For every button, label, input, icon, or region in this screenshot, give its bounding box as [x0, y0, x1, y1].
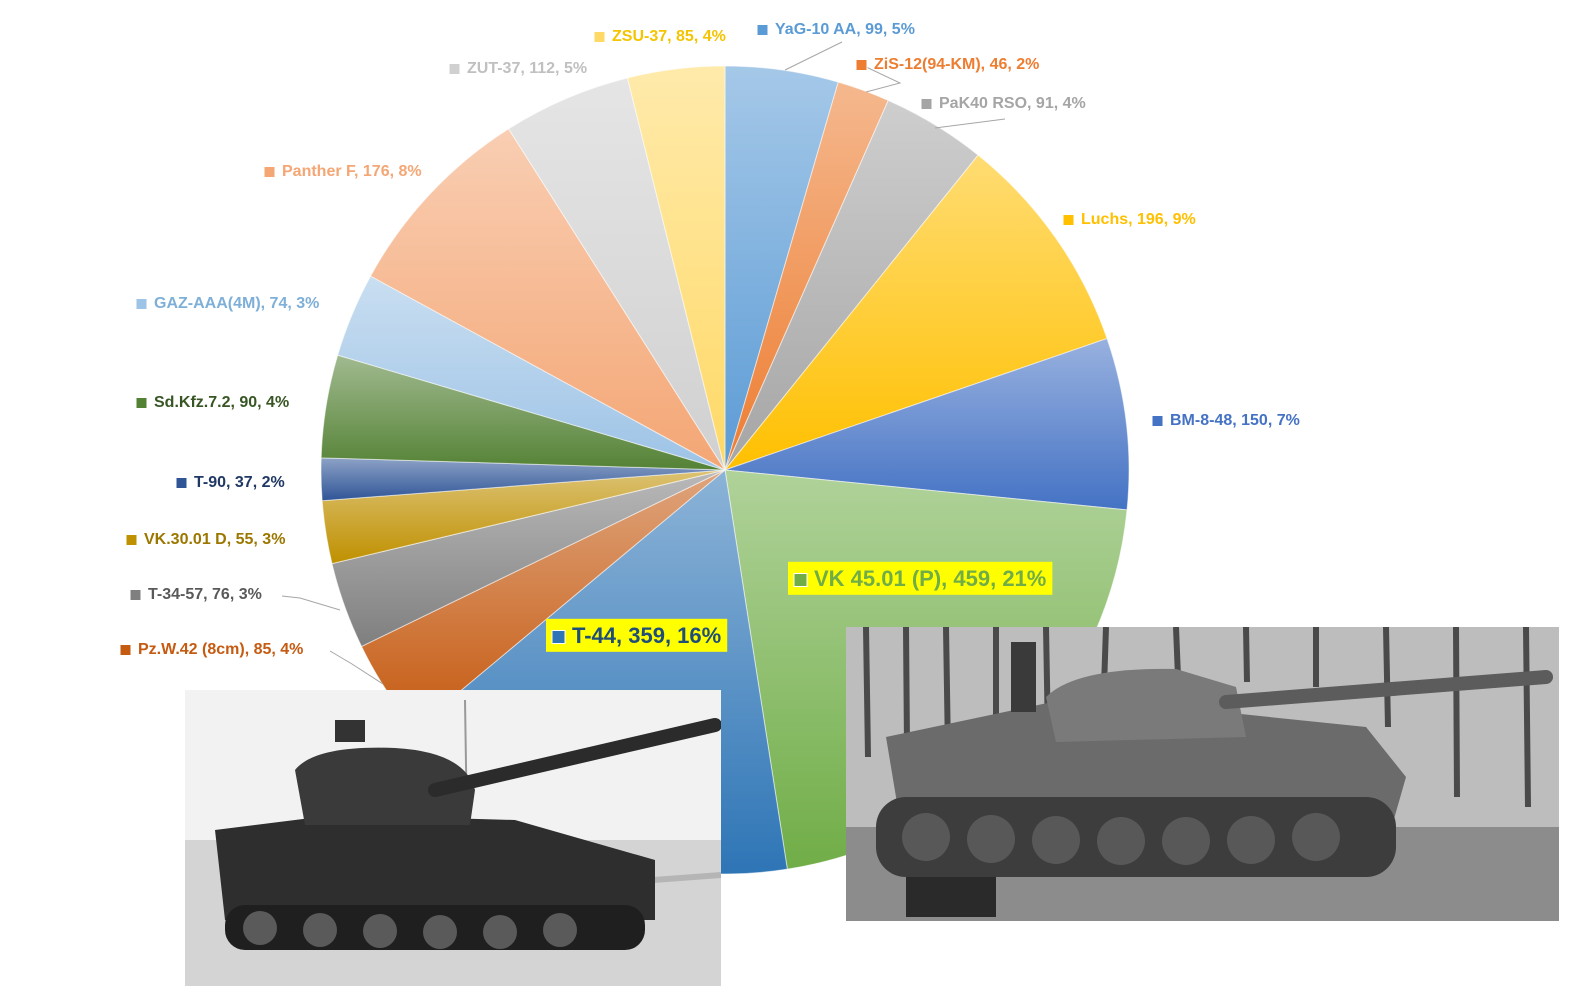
data-label-text-panther-f: Panther F, 176, 8% — [282, 163, 422, 180]
pie-slice-zsu-37 — [626, 65, 726, 471]
legend-key-zut-37 — [448, 63, 461, 75]
data-label-text-sd-kfz-7-2: Sd.Kfz.7.2, 90, 4% — [154, 394, 289, 411]
data-label-text-t-44: T-44, 359, 16% — [572, 623, 721, 648]
label-highlight-t-44 — [546, 618, 728, 652]
data-label-luchs: Luchs, 196, 9% — [1062, 211, 1196, 228]
data-label-text-pak40-rso: PaK40 RSO, 91, 4% — [939, 95, 1086, 112]
data-label-sd-kfz-7-2: Sd.Kfz.7.2, 90, 4% — [135, 394, 289, 411]
data-label-text-pz-w-42-8cm: Pz.W.42 (8cm), 85, 4% — [138, 641, 303, 658]
data-label-vk-30-01-d: VK.30.01 D, 55, 3% — [125, 531, 285, 548]
legend-key-yag-10-aa — [756, 24, 769, 36]
data-label-text-vk-30-01-d: VK.30.01 D, 55, 3% — [144, 531, 285, 548]
vk4501p-tank-photo — [846, 627, 1559, 921]
pie-slice-luchs — [723, 154, 1108, 472]
data-label-text-gaz-aaa-4m: GAZ-AAA(4M), 74, 3% — [154, 295, 319, 312]
data-label-text-zsu-37: ZSU-37, 85, 4% — [612, 28, 726, 45]
data-label-text-t-34-57: T-34-57, 76, 3% — [148, 586, 262, 603]
legend-key-t-34-57 — [129, 589, 142, 601]
label-highlight-vk-45-01-p — [788, 561, 1053, 595]
legend-key-vk-30-01-d — [125, 534, 138, 546]
legend-key-vk-45-01-p — [793, 573, 808, 587]
legend-key-bm-8-48 — [1151, 415, 1164, 427]
legend-key-t-90 — [175, 477, 188, 489]
legend-key-zis-12-94-km — [855, 59, 868, 71]
pie-slice-panther-f — [369, 128, 726, 471]
data-label-zsu-37: ZSU-37, 85, 4% — [593, 28, 726, 45]
legend-key-pak40-rso — [920, 98, 933, 110]
data-label-vk-45-01-p: VK 45.01 (P), 459, 21% — [788, 561, 1053, 595]
data-label-t-44: T-44, 359, 16% — [546, 618, 728, 652]
data-label-pz-w-42-8cm: Pz.W.42 (8cm), 85, 4% — [119, 641, 303, 658]
legend-key-pz-w-42-8cm — [119, 644, 132, 656]
legend-key-t-44 — [551, 630, 566, 644]
leader-line-yag-10-aa — [784, 41, 843, 71]
legend-key-gaz-aaa-4m — [135, 298, 148, 310]
leader-lines — [281, 41, 1006, 685]
leader-line-pak40-rso — [934, 118, 1006, 129]
leader-line-t-34-57 — [281, 595, 341, 611]
data-label-bm-8-48: BM-8-48, 150, 7% — [1151, 412, 1300, 429]
data-label-text-bm-8-48: BM-8-48, 150, 7% — [1170, 412, 1300, 429]
data-label-yag-10-aa: YaG-10 AA, 99, 5% — [756, 21, 915, 38]
legend-key-luchs — [1062, 214, 1075, 226]
leader-line-pz-w-42-8cm — [329, 650, 384, 685]
pie-slice-bm-8-48 — [724, 337, 1130, 511]
data-label-t-90: T-90, 37, 2% — [175, 474, 285, 491]
data-label-panther-f: Panther F, 176, 8% — [263, 163, 422, 180]
data-labels: YaG-10 AA, 99, 5% ZiS-12(94-KM), 46, 2% Pa… — [119, 21, 1300, 658]
data-label-zut-37: ZUT-37, 112, 5% — [448, 60, 587, 77]
data-label-zis-12-94-km: ZiS-12(94-KM), 46, 2% — [855, 56, 1039, 73]
data-label-text-zis-12-94-km: ZiS-12(94-KM), 46, 2% — [874, 56, 1039, 73]
data-label-text-yag-10-aa: YaG-10 AA, 99, 5% — [775, 21, 915, 38]
data-label-t-34-57: T-34-57, 76, 3% — [129, 586, 262, 603]
legend-key-sd-kfz-7-2 — [135, 397, 148, 409]
legend-key-zsu-37 — [593, 31, 606, 43]
data-label-text-luchs: Luchs, 196, 9% — [1081, 211, 1196, 228]
data-label-text-t-90: T-90, 37, 2% — [194, 474, 285, 491]
leader-line-zis-12-94-km — [861, 64, 902, 93]
data-label-text-vk-45-01-p: VK 45.01 (P), 459, 21% — [814, 566, 1046, 591]
data-label-pak40-rso: PaK40 RSO, 91, 4% — [920, 95, 1086, 112]
data-label-text-zut-37: ZUT-37, 112, 5% — [467, 60, 587, 77]
data-label-gaz-aaa-4m: GAZ-AAA(4M), 74, 3% — [135, 295, 319, 312]
t44-tank-photo — [185, 690, 721, 986]
legend-key-panther-f — [263, 166, 276, 178]
